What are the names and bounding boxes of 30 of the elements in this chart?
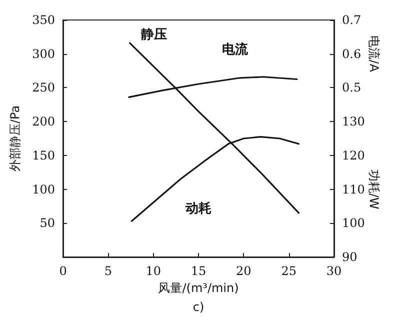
y-tick-label: 250 xyxy=(32,80,55,95)
y-tick-label: 350 xyxy=(32,13,55,27)
y3-axis-title: 功耗/W xyxy=(367,169,381,210)
text: c) xyxy=(192,300,204,314)
y-tick-label: 50 xyxy=(40,216,55,230)
x-tick-label: 10 xyxy=(146,264,161,278)
y2-tick-label: 0.7 xyxy=(342,13,362,27)
x-axis-title: 风量/(m³/min) xyxy=(158,280,239,295)
y3-tick-label: 120 xyxy=(342,148,365,162)
y2-tick-label: 0.6 xyxy=(342,46,362,61)
y-tick-label: 150 xyxy=(32,148,55,162)
y3-tick-label: 90 xyxy=(342,250,358,264)
x-tick-label: 25 xyxy=(281,264,296,278)
y-tick-label: 100 xyxy=(32,182,55,196)
y3-tick-label: 100 xyxy=(342,216,365,230)
y3-tick-label: 130 xyxy=(342,114,365,129)
x-tick-label: 0 xyxy=(59,264,67,278)
x-tick-label: 5 xyxy=(104,264,112,278)
x-tick-label: 20 xyxy=(236,264,252,278)
y-tick-label: 200 xyxy=(32,114,55,129)
y-tick-label: 300 xyxy=(32,46,55,61)
y2-axis-title: 电流/A xyxy=(367,36,381,73)
y-axis-title: 外部静压/Pa xyxy=(8,105,22,172)
x-tick-label: 30 xyxy=(326,264,342,278)
series-label: 动耗 xyxy=(184,200,212,217)
series-label: 静压 xyxy=(140,28,167,43)
x-tick-label: 15 xyxy=(190,264,206,278)
y3-tick-label: 110 xyxy=(342,182,365,196)
y2-tick-label: 0.5 xyxy=(342,80,362,95)
series-label: 电流 xyxy=(222,41,250,58)
